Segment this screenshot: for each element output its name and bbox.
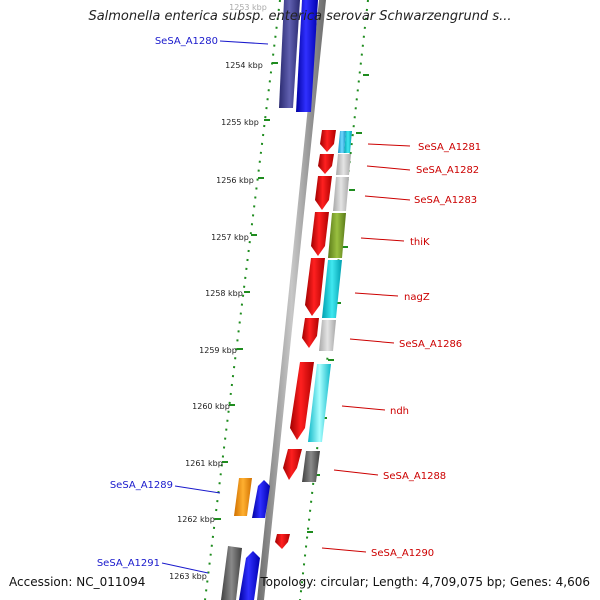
gene-label-SeSA_A1280[interactable]: SeSA_A1280: [155, 36, 218, 47]
gene-SeSA_A1280-navy[interactable]: [279, 0, 300, 108]
tick-label-1255: 1255 kbp: [221, 118, 259, 127]
gene-ndh-cyan[interactable]: [308, 364, 331, 442]
tick-label-1256: 1256 kbp: [216, 176, 254, 185]
topology-text: Topology: circular; Length: 4,709,075 bp…: [260, 575, 590, 589]
tick-label-1262: 1262 kbp: [177, 515, 215, 524]
tick-label-1253: 1253 kbp: [229, 3, 267, 12]
gene-SeSA_A1288-red[interactable]: [283, 449, 302, 480]
left-leader-lines: [161, 40, 269, 574]
accession-text: Accession: NC_011094: [9, 575, 146, 589]
gene-SeSA_A1280-blue[interactable]: [296, 0, 318, 112]
right-dotted-boundary: [299, 0, 369, 600]
right-leader-lines: [321, 143, 411, 553]
gene-ndh-red[interactable]: [290, 362, 314, 440]
gene-SeSA_A1289-orange[interactable]: [234, 478, 252, 516]
gene-SeSA_A1282-red[interactable]: [318, 154, 334, 174]
tick-label-1257: 1257 kbp: [211, 233, 249, 242]
gene-SeSA_A1281-teal[interactable]: [344, 131, 352, 153]
gene-label-SeSA_A1289[interactable]: SeSA_A1289: [110, 480, 173, 491]
gene-SeSA_A1289-blue[interactable]: [252, 480, 270, 518]
gene-SeSA_A1282-gray[interactable]: [336, 154, 351, 175]
gene-label-SeSA_A1286[interactable]: SeSA_A1286: [399, 339, 462, 350]
gene-label-SeSA_A1288[interactable]: SeSA_A1288: [383, 471, 446, 482]
gene-SeSA_A1281-red[interactable]: [320, 130, 336, 152]
tick-label-1259: 1259 kbp: [199, 346, 237, 355]
left-dotted-boundary: [204, 0, 281, 600]
gene-SeSA_A1283-gray[interactable]: [333, 177, 349, 211]
gene-label-nagZ[interactable]: nagZ: [404, 292, 430, 303]
gene-thiK-olive[interactable]: [328, 213, 346, 258]
gene-SeSA_A1288-gray[interactable]: [302, 451, 320, 482]
gene-SeSA_A1291-blue[interactable]: [239, 551, 260, 600]
gene-label-thiK[interactable]: thiK: [410, 237, 430, 248]
genome-title: Salmonella enterica subsp. enterica sero…: [88, 9, 512, 24]
gene-label-SeSA_A1282[interactable]: SeSA_A1282: [416, 165, 479, 176]
gene-label-SeSA_A1281[interactable]: SeSA_A1281: [418, 142, 481, 153]
gene-SeSA_A1286-gray[interactable]: [319, 320, 336, 351]
genome-backbone: [257, 0, 326, 600]
tick-label-1263: 1263 kbp: [169, 572, 207, 581]
gene-label-SeSA_A1290[interactable]: SeSA_A1290: [371, 548, 434, 559]
tick-label-1261: 1261 kbp: [185, 459, 223, 468]
gene-thiK-red[interactable]: [311, 212, 329, 256]
gene-nagZ-red[interactable]: [305, 258, 325, 316]
gene-nagZ-teal[interactable]: [322, 260, 342, 318]
tick-label-1260: 1260 kbp: [192, 402, 230, 411]
gene-SeSA_A1290-red[interactable]: [275, 534, 290, 549]
tick-label-1258: 1258 kbp: [205, 289, 243, 298]
gene-SeSA_A1286-red[interactable]: [302, 318, 319, 348]
gene-label-SeSA_A1291[interactable]: SeSA_A1291: [97, 558, 160, 569]
tick-label-1254: 1254 kbp: [225, 61, 263, 70]
gene-SeSA_A1283-red[interactable]: [315, 176, 332, 210]
gene-label-ndh[interactable]: ndh: [390, 406, 409, 417]
gene-label-SeSA_A1283[interactable]: SeSA_A1283: [414, 195, 477, 206]
gene-SeSA_A1291-gray[interactable]: [221, 546, 242, 600]
gene-SeSA_A1281-ltblue[interactable]: [338, 131, 346, 153]
